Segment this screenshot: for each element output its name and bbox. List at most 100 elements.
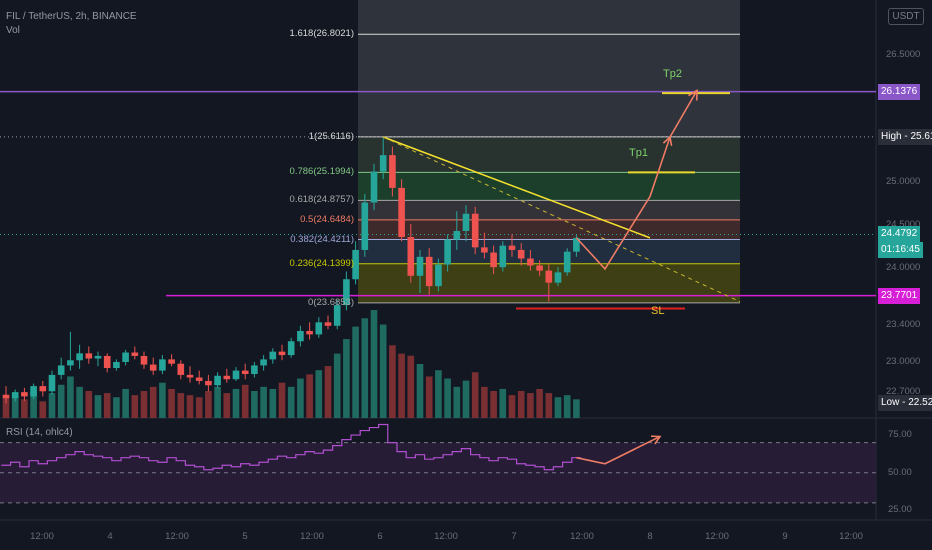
volume-bar [435, 370, 442, 418]
candle-body [140, 355, 148, 365]
rsi-legend: RSI (14, ohlc4) [6, 427, 73, 438]
rsi-projection-path [576, 435, 661, 465]
fib-level-label: 1(25.6116) [308, 130, 354, 142]
volume-bar [517, 391, 525, 418]
fib-level-label: 0.5(24.6484) [300, 213, 354, 225]
volume-bar [287, 386, 295, 418]
fib-level-label: 0.786(25.1994) [289, 166, 354, 178]
candle-body [232, 370, 240, 380]
candle-body [21, 392, 28, 397]
rsi-projection-arrowhead [650, 435, 662, 445]
support-price-tag: 23.7701 [878, 287, 921, 304]
candle-body [94, 355, 102, 359]
volume-bar [177, 393, 185, 418]
candle-body [462, 213, 470, 231]
price-scale-label: 23.0000 [886, 356, 921, 367]
volume-bar [545, 393, 553, 418]
volume-bar [481, 386, 488, 418]
volume-bar [122, 388, 129, 418]
candle-body [315, 322, 323, 335]
volume-bar [379, 324, 387, 418]
candle-body [195, 377, 203, 381]
candle-body [444, 239, 451, 265]
volume-bar [361, 318, 369, 418]
volume-bar [278, 382, 286, 418]
fib-level-label: 0.618(24.8757) [289, 194, 354, 206]
candle-body [517, 249, 525, 259]
fib-level-label: 1.618(26.8021) [289, 28, 354, 40]
volume-bar [425, 376, 433, 418]
candle-body [168, 359, 175, 364]
volume-bar [251, 391, 258, 418]
candle-body [103, 355, 111, 369]
candle-body [76, 353, 83, 361]
volume-bar [306, 374, 313, 418]
price-projection-path [575, 90, 698, 271]
candle-body [85, 353, 93, 359]
price-scale-label: 26.5000 [886, 49, 921, 60]
volume-bar [21, 399, 28, 418]
volume-bar [149, 386, 157, 418]
volume-bar [94, 395, 102, 418]
time-axis-label: 12:00 [165, 531, 189, 542]
volume-bar [389, 345, 396, 418]
candle-body [435, 264, 442, 287]
candle-body [453, 230, 461, 240]
volume-bar [260, 386, 267, 418]
descending-trendline [382, 136, 651, 239]
volume-bar [269, 388, 277, 418]
candle-body [527, 258, 534, 266]
volume-bar [48, 393, 56, 418]
candle-body [573, 237, 580, 252]
time-axis-label: 12:00 [434, 531, 458, 542]
volume-bar [85, 391, 93, 418]
trendline-extension [382, 136, 741, 303]
time-axis-label: 9 [782, 531, 788, 542]
volume-bar [352, 326, 359, 418]
candle-body [149, 364, 157, 371]
candle-body [214, 375, 221, 386]
fib-level-label: 0.236(24.1399) [289, 257, 354, 269]
volume-bar [444, 378, 451, 418]
volume-bar [76, 386, 83, 418]
candle-body [186, 374, 194, 378]
price-scale-label: 25.0000 [886, 176, 921, 187]
fib-level-label: 0.382(24.4211) [290, 233, 354, 245]
volume-bar [186, 395, 194, 418]
candle-body [67, 360, 74, 366]
candle-body [287, 341, 295, 356]
volume-bar [416, 364, 424, 418]
time-axis-label: 6 [377, 531, 383, 542]
price-scale-label: 24.5000 [886, 219, 921, 230]
candle-body [545, 270, 553, 283]
volume-bar [67, 376, 74, 418]
volume-bar [2, 397, 10, 418]
volume-bar [453, 386, 461, 418]
tp1-label: Tp1 [629, 147, 648, 159]
volume-bar [159, 382, 166, 418]
volume-bar [573, 399, 580, 418]
candle-body [177, 363, 185, 375]
volume-bar [223, 393, 231, 418]
volume-legend: Vol [6, 25, 20, 36]
candle-body [416, 256, 424, 276]
volume-bar [113, 397, 120, 418]
volume-bar [324, 366, 332, 418]
candle-body [407, 237, 415, 276]
fib-zone-band [358, 219, 740, 240]
time-axis-label: 4 [107, 531, 113, 542]
candle-body [297, 330, 304, 342]
candle-body [379, 155, 387, 172]
fib-zone-band [358, 172, 740, 201]
stop-loss-label: SL [651, 305, 665, 317]
currency-button[interactable]: USDT [888, 8, 924, 25]
candle-body [251, 365, 258, 375]
candle-body [11, 392, 19, 399]
candle-body [159, 359, 166, 371]
candle-body [260, 359, 267, 366]
rsi-scale-label: 25.00 [888, 504, 912, 516]
fib-zone-band [358, 136, 740, 173]
volume-bar [333, 353, 341, 418]
candle-body [205, 380, 212, 386]
